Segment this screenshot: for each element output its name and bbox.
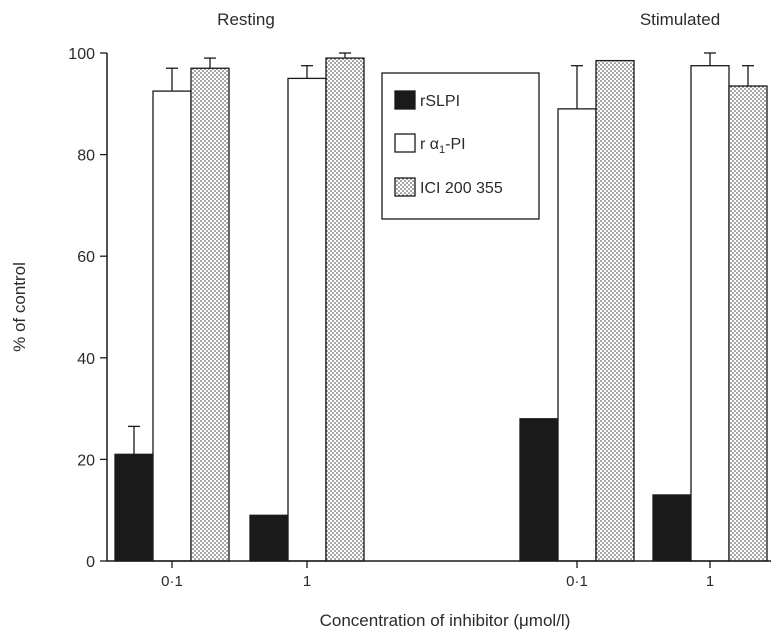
legend-label: r α1-PI <box>420 136 466 156</box>
y-tick-label: 20 <box>77 452 95 469</box>
x-axis-label: Concentration of inhibitor (μmol/l) <box>320 611 571 630</box>
legend: rSLPI r α1-PI ICI 200 355 <box>381 72 540 220</box>
x-tick-label: 0·1 <box>161 573 183 590</box>
y-tick-label: 100 <box>68 46 95 63</box>
legend-label: ICI 200 355 <box>420 180 503 197</box>
bar-rslpi <box>652 494 692 562</box>
bar-rslpi <box>519 418 559 562</box>
y-tick-label: 0 <box>86 554 95 571</box>
bar-r-pi <box>557 108 597 562</box>
bar-ici-200-355 <box>190 67 230 562</box>
bar-r-pi <box>690 65 730 562</box>
y-tick-label: 60 <box>77 249 95 266</box>
group-labels: Resting Stimulated <box>217 10 720 29</box>
bar-ici-200-355 <box>325 57 365 562</box>
bar-ici-200-355 <box>728 85 768 562</box>
group-label-stimulated: Stimulated <box>640 10 720 29</box>
legend-swatch <box>394 177 416 197</box>
x-ticks: 0·1 1 0·1 1 <box>161 561 714 590</box>
x-tick-label: 1 <box>303 573 311 590</box>
legend-label: rSLPI <box>420 93 460 110</box>
y-ticks: 0 20 40 60 80 100 <box>68 46 107 571</box>
bar-r-pi <box>287 77 327 562</box>
x-tick-label: 1 <box>706 573 714 590</box>
bars-layer <box>114 57 768 562</box>
y-tick-label: 80 <box>77 148 95 165</box>
bar-r-pi <box>152 90 192 562</box>
error-bars-layer <box>128 52 754 455</box>
bar-rslpi <box>249 514 289 562</box>
bar-ici-200-355 <box>595 59 635 562</box>
y-axis-label: % of control <box>10 262 29 352</box>
legend-swatch <box>394 90 416 110</box>
bar-rslpi <box>114 453 154 562</box>
legend-items: rSLPI r α1-PI ICI 200 355 <box>394 90 503 197</box>
legend-swatch <box>394 133 416 153</box>
group-label-resting: Resting <box>217 10 275 29</box>
x-tick-label: 0·1 <box>566 573 588 590</box>
y-tick-label: 40 <box>77 351 95 368</box>
